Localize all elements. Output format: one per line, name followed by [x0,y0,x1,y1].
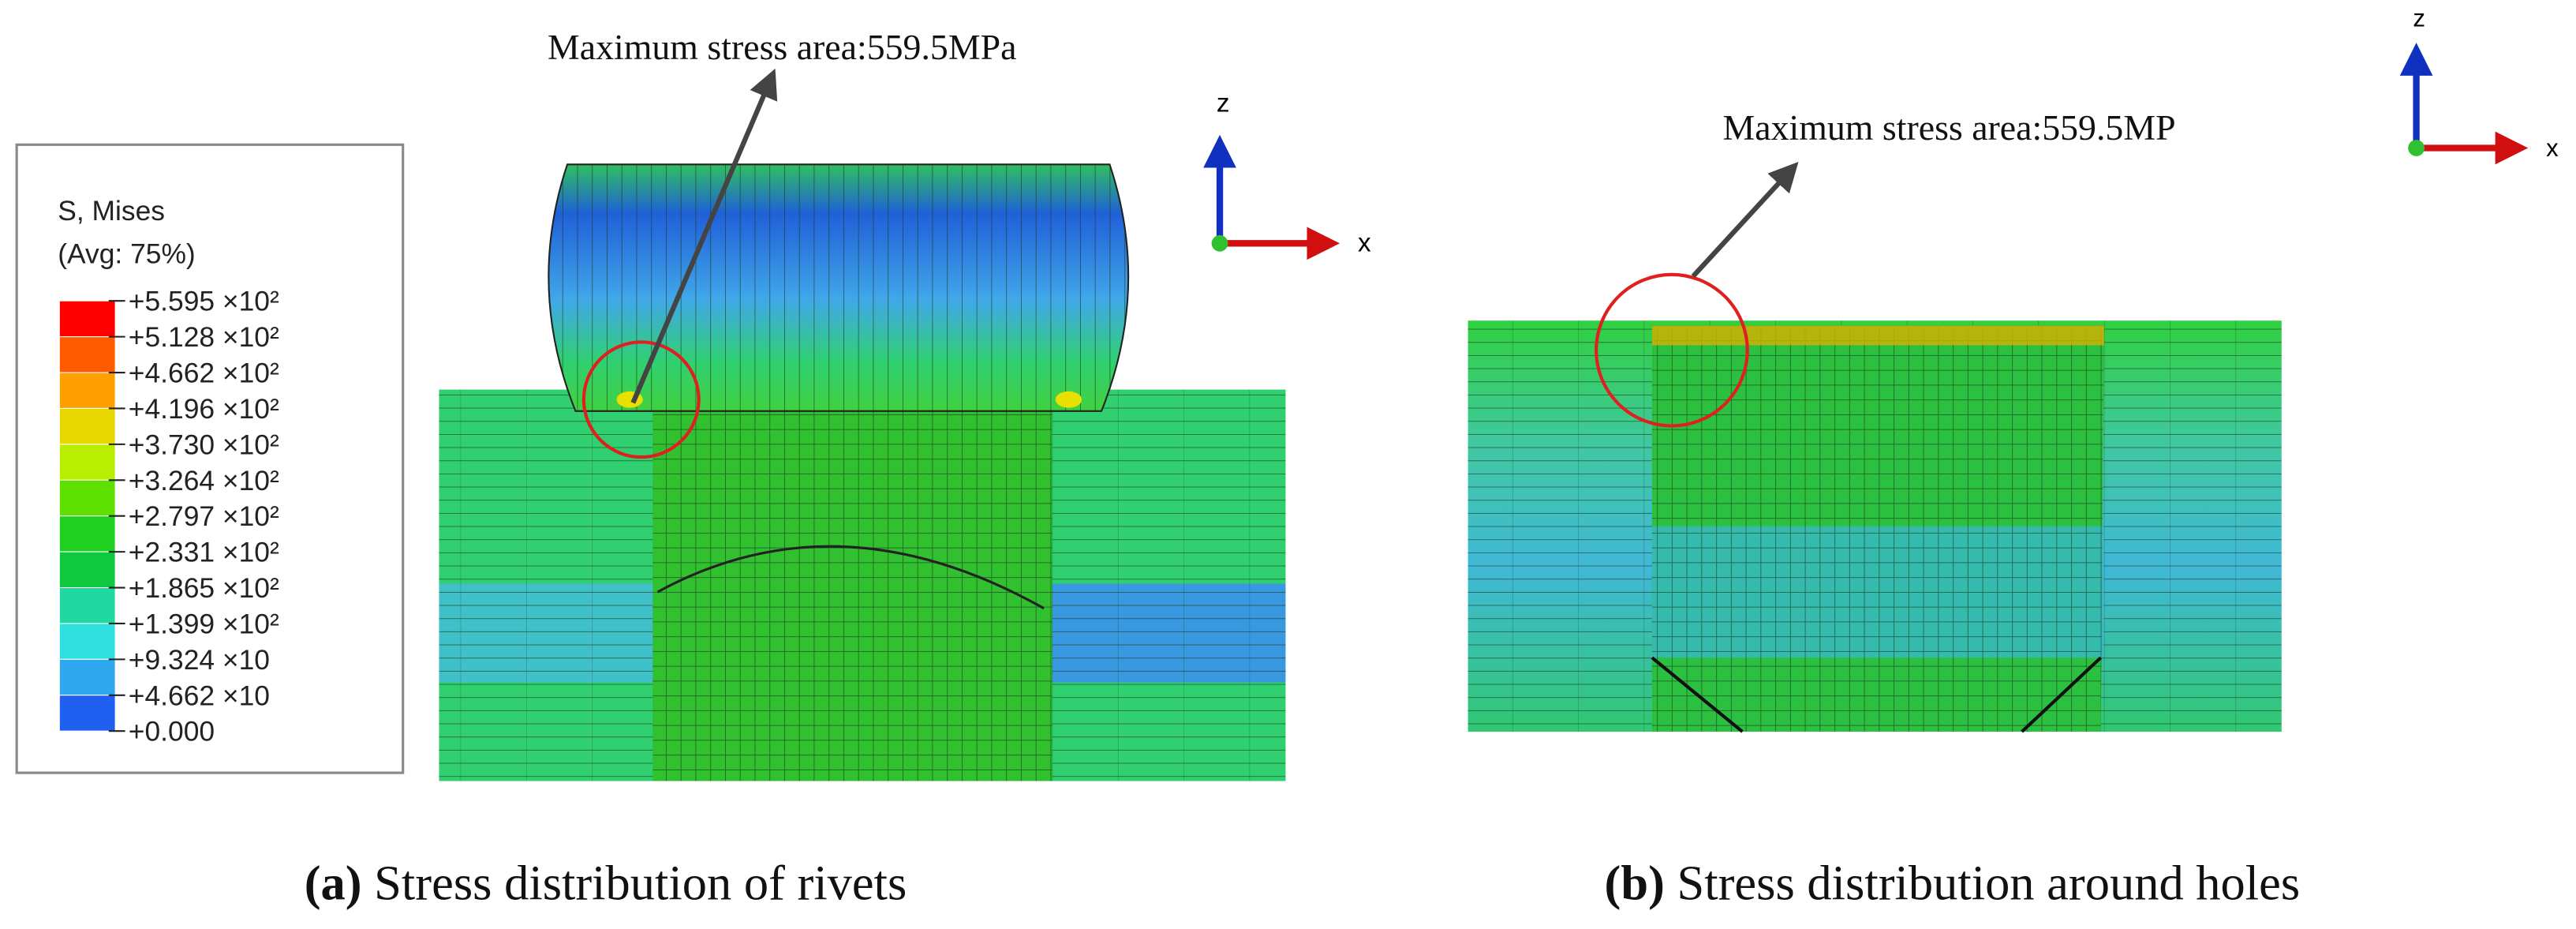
legend-swatch [58,336,116,373]
legend-label: +5.128 ×10² [129,321,279,353]
legend-label: +9.324 ×10 [129,644,270,676]
panel-b-image [1467,320,2282,733]
legend-label: +4.662 ×10 [129,680,270,711]
arrow [1691,161,1799,279]
panel-a-image [439,163,1286,781]
legend-swatch [58,551,116,589]
legend-swatch [58,444,116,481]
axis-label: z [1217,89,1230,118]
legend-label: +4.662 ×10² [129,358,279,389]
axis-triad: z x [2399,4,2559,165]
axis-label: x [2546,134,2559,162]
legend-swatch [58,658,116,696]
legend-swatch [58,695,116,732]
caption-text: Stress distribution around holes [1677,856,2301,911]
legend-swatch [58,407,116,445]
caption: (a) Stress distribution of rivets [305,856,907,911]
legend-swatch [58,515,116,553]
legend-label: +3.730 ×10² [129,429,279,460]
legend-subtitle: (Avg: 75%) [58,238,196,269]
legend-label: +2.797 ×10² [129,500,279,532]
arrow [630,68,778,404]
axis-label: z [2413,4,2425,32]
legend: S, Mises (Avg: 75%) +5.595 ×10² +5.128 ×1… [15,143,405,774]
highlight-circle [1595,272,1749,428]
caption: (b) Stress distribution around holes [1605,856,2301,911]
legend-label: +3.264 ×10² [129,465,279,496]
legend-swatch [58,372,116,409]
legend-swatch [58,623,116,660]
axis-triad: z x [1203,89,1371,260]
legend-label: +2.331 ×10² [129,537,279,568]
caption-text: Stress distribution of rivets [374,856,907,911]
legend-swatch [58,587,116,624]
caption-label: (b) [1605,856,1665,911]
legend-label: +5.595 ×10² [129,286,279,317]
annotation: Maximum stress area:559.5MPa [548,27,1016,67]
legend-label: +1.865 ×10² [129,572,279,604]
axis-label: x [1358,229,1371,258]
caption-label: (a) [305,856,362,911]
legend-swatch [58,300,116,338]
legend-label: +4.196 ×10² [129,393,279,425]
highlight-circle [581,340,701,459]
legend-label: +1.399 ×10² [129,608,279,639]
annotation: Maximum stress area:559.5MP [1723,107,2176,148]
legend-label: +0.000 [129,716,215,747]
legend-title: S, Mises [58,195,165,227]
legend-swatch [58,479,116,517]
